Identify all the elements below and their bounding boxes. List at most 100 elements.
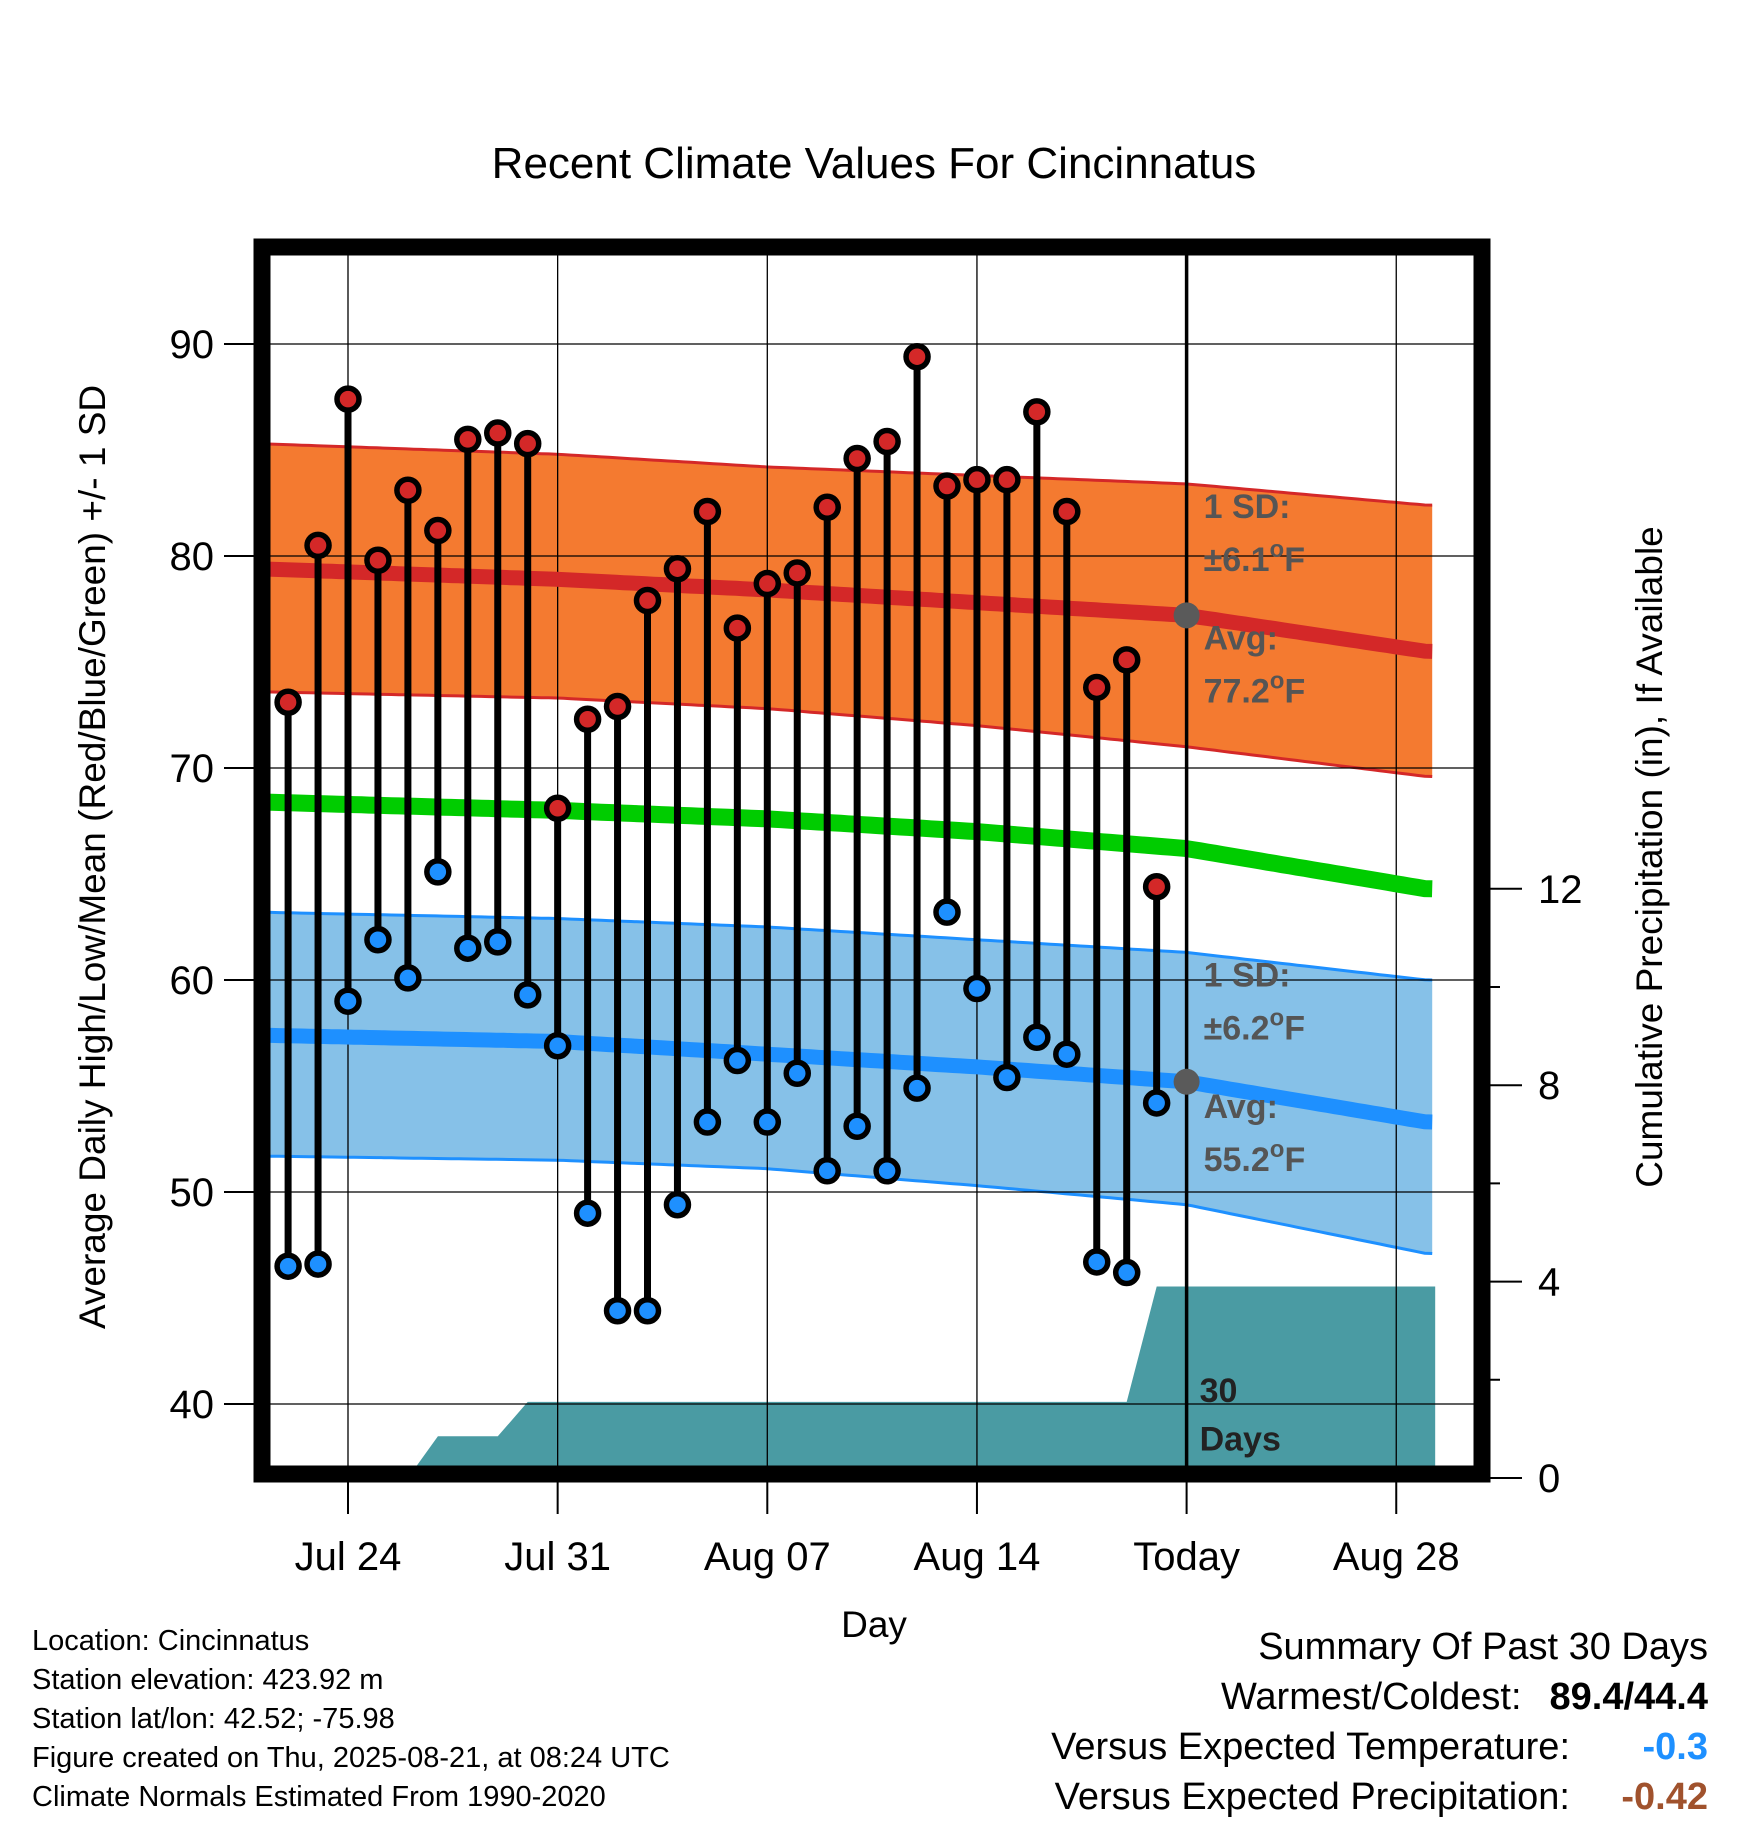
normal-low-band-lower-edge	[262, 1154, 1433, 1255]
daily-high-point	[663, 554, 692, 583]
normal-low-band-upper-edge	[262, 910, 1433, 982]
daily-high-point	[693, 497, 722, 526]
location-text: Location: Cincinnatus	[32, 1625, 310, 1657]
daily-high-point	[813, 493, 841, 521]
daily-high-point	[873, 427, 901, 456]
daily-low-point	[693, 1108, 722, 1136]
y-tick-label: 60	[170, 959, 215, 1003]
normal-high-band-upper-edge	[262, 442, 1433, 507]
elevation-text: Station elevation: 423.92 m	[32, 1664, 384, 1696]
low-avg-label: Avg:	[1204, 1088, 1278, 1126]
daily-low-point	[903, 1074, 931, 1102]
normal-high-band-lower-edge	[262, 690, 1433, 778]
daily-low-point	[963, 974, 991, 1003]
y2-tick-label: 12	[1538, 868, 1583, 912]
normal-high-line	[262, 561, 1433, 659]
daily-high-point	[573, 705, 602, 733]
daily-low-point	[843, 1112, 871, 1141]
daily-high-point	[394, 476, 422, 505]
temp-anomaly-label: Versus Expected Temperature:	[1051, 1726, 1570, 1768]
warm-cold-value: 89.4/44.4	[1549, 1676, 1708, 1718]
daily-high-point	[1053, 497, 1081, 526]
daily-low-point	[274, 1252, 302, 1280]
daily-low-point	[1083, 1248, 1111, 1276]
daily-high-point	[513, 429, 542, 458]
daily-low-point	[783, 1059, 811, 1088]
normal-high-band	[262, 443, 1433, 777]
daily-high-point	[933, 472, 961, 500]
y2-tick-label: 0	[1538, 1457, 1560, 1501]
y-axis-title: Average Daily High/Low/Mean (Red/Blue/Gr…	[72, 385, 113, 1329]
daily-high-point	[304, 531, 332, 560]
summary-title: Summary Of Past 30 Days	[1258, 1626, 1708, 1668]
daily-low-point	[993, 1063, 1021, 1092]
x-tick-label: Jul 24	[295, 1535, 402, 1579]
daily-high-point	[484, 419, 512, 447]
daily-high-point	[843, 444, 871, 473]
high-sd-value: ±6.1oF	[1204, 536, 1305, 579]
daily-high-point	[783, 559, 811, 587]
daily-high-point	[603, 692, 632, 721]
plot-inner	[262, 247, 1482, 1474]
daily-high-point	[1083, 673, 1111, 702]
low-avg-value: 55.2oF	[1204, 1136, 1306, 1179]
station-info: Location: Cincinnatus Station elevation:…	[32, 1622, 670, 1817]
daily-low-point	[304, 1250, 332, 1278]
daily-low-point	[543, 1031, 572, 1060]
high-avg-label: Avg:	[1204, 619, 1278, 657]
created-text: Figure created on Thu, 2025-08-21, at 08…	[32, 1742, 670, 1774]
daily-low-point	[334, 987, 362, 1015]
daily-low-point	[484, 928, 512, 956]
x-tick-label: Aug 07	[704, 1535, 831, 1579]
x-axis-title: Day	[841, 1604, 907, 1645]
summary-precip-row: Versus Expected Precipitation: -0.42	[1051, 1772, 1708, 1822]
daily-low-point	[424, 858, 452, 886]
today-normal-low-marker	[1173, 1068, 1200, 1095]
high-avg-value: 77.2oF	[1204, 667, 1306, 710]
daily-high-point	[633, 586, 662, 615]
daily-high-point	[364, 546, 392, 574]
precip-anomaly-value: -0.42	[1621, 1776, 1708, 1818]
daily-low-point	[364, 925, 392, 954]
daily-high-point	[334, 385, 362, 413]
plot-area: 1 SD: ±6.1oF Avg: 77.2oF 1 SD: ±6.2oF Avg: 55.2…	[170, 238, 1583, 1579]
y2-axis-title: Cumulative Precipitation (in), If Availa…	[1629, 526, 1670, 1188]
daily-high-point	[1112, 646, 1141, 674]
daily-low-point	[873, 1157, 901, 1185]
normal-mean-line	[262, 793, 1433, 898]
daily-high-point	[903, 342, 931, 371]
daily-low-point	[753, 1108, 782, 1136]
y-tick-label: 40	[170, 1383, 215, 1427]
daily-high-point	[454, 425, 482, 454]
daily-high-point	[424, 516, 452, 545]
daily-low-point	[573, 1199, 602, 1227]
low-sd-value: ±6.2oF	[1204, 1004, 1305, 1047]
x-tick-label: Today	[1133, 1535, 1240, 1579]
daily-low-point	[633, 1296, 662, 1325]
warm-cold-label: Warmest/Coldest:	[1220, 1676, 1522, 1718]
x-tick-label: Aug 28	[1333, 1535, 1460, 1579]
daily-high-point	[753, 569, 782, 598]
daily-low-point	[454, 934, 482, 962]
low-sd-label: 1 SD:	[1204, 956, 1291, 994]
daily-low-point	[513, 981, 542, 1009]
plot-frame	[253, 238, 1491, 1483]
daily-low-point	[1112, 1258, 1141, 1287]
daily-low-point	[663, 1190, 692, 1219]
y-tick-label: 50	[170, 1171, 215, 1215]
latlon-text: Station lat/lon: 42.52; -75.98	[32, 1703, 395, 1735]
daily-low-point	[1023, 1023, 1051, 1051]
x-tick-label: Aug 14	[914, 1535, 1041, 1579]
y2-tick-label: 8	[1538, 1064, 1560, 1108]
daily-low-point	[723, 1046, 752, 1075]
y-tick-label: 70	[170, 747, 215, 791]
daily-low-point	[603, 1296, 632, 1325]
today-window-label: 30	[1200, 1372, 1238, 1410]
y-tick-label: 80	[170, 535, 215, 579]
y2-tick-label: 4	[1538, 1261, 1560, 1305]
summary-temp-row: Versus Expected Temperature: -0.3	[1051, 1722, 1708, 1772]
temp-anomaly-value: -0.3	[1642, 1726, 1708, 1768]
normal-low-line	[262, 1027, 1433, 1130]
daily-high-point	[543, 794, 572, 823]
